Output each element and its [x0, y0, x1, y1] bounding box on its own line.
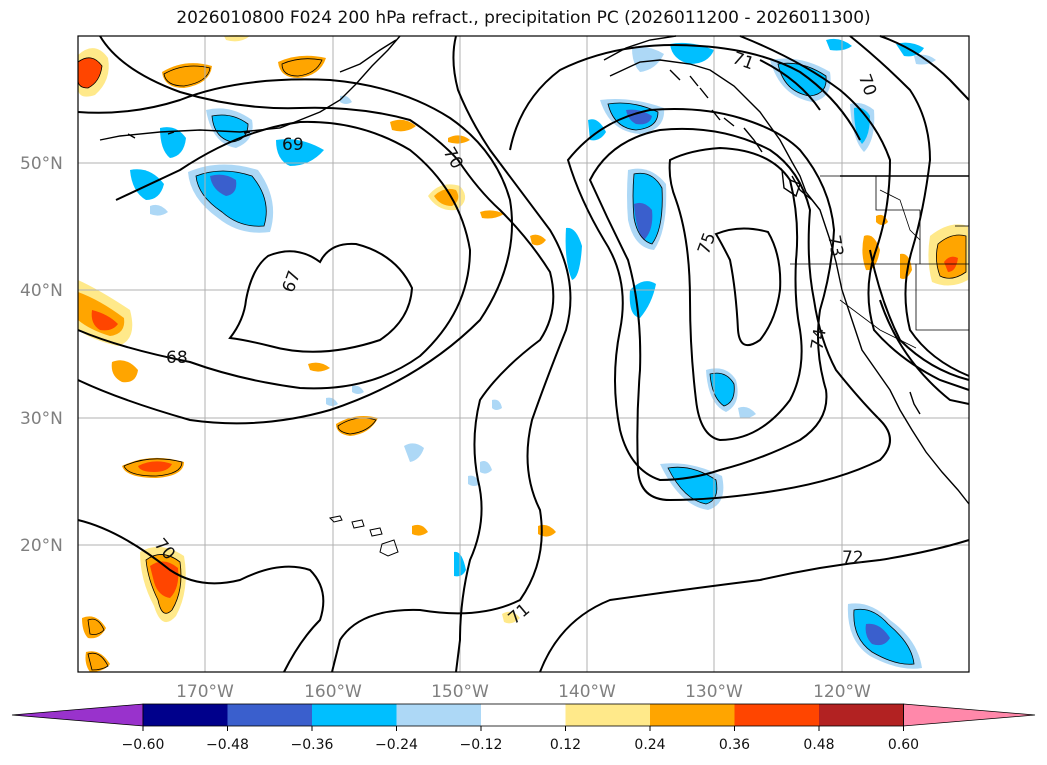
refractivity-contours [77, 35, 970, 673]
contour-label-72: 72 [842, 548, 864, 568]
colorbar-segment [650, 704, 735, 726]
colorbar-segment [143, 704, 228, 726]
precipitation-shading [78, 35, 968, 672]
contour-label-74: 74 [807, 327, 830, 352]
colorbar-segment [734, 704, 819, 726]
lat-label-40: 40°N [20, 281, 63, 301]
colorbar-tick-label: −0.24 [375, 737, 418, 753]
colorbar-tick-label: 0.48 [803, 737, 834, 753]
colorbar-tick-label: −0.36 [291, 737, 334, 753]
map-frame [77, 35, 970, 673]
colorbar-segment [819, 704, 904, 726]
lon-label-120w: 120°W [813, 682, 871, 702]
colorbar: −0.60 −0.48 −0.36 −0.24 −0.12 0.12 0.24 0.36 0.4… [11, 703, 1036, 753]
colorbar-tick-label: 0.36 [719, 737, 750, 753]
colorbar-tick-label: 0.60 [888, 737, 919, 753]
contour-label-68: 68 [166, 348, 188, 368]
lat-label-30: 30°N [20, 409, 63, 429]
colorbar-segment [481, 704, 566, 726]
colorbar-segment [227, 704, 312, 726]
lon-label-160w: 160°W [304, 682, 362, 702]
gridlines [78, 36, 969, 672]
colorbar-segment [312, 704, 397, 726]
colorbar-tick-label: 0.24 [634, 737, 665, 753]
colorbar-segment [565, 704, 650, 726]
colorbar-tick-label: −0.60 [122, 737, 165, 753]
borders [790, 175, 969, 349]
contour-label-73: 73 [823, 234, 846, 259]
contour-label-69: 69 [282, 135, 304, 155]
colorbar-extend-high [903, 703, 1036, 727]
coastlines [99, 35, 970, 505]
longitude-labels: 170°W 160°W 150°W 140°W 130°W 120°W [176, 682, 871, 702]
lat-label-50: 50°N [20, 154, 63, 174]
lon-label-140w: 140°W [558, 682, 616, 702]
lat-label-20: 20°N [20, 536, 63, 556]
colorbar-tick-label: 0.12 [550, 737, 581, 753]
colorbar-tick-label: −0.48 [206, 737, 249, 753]
hawaii-islands [328, 515, 399, 557]
latitude-labels: 50°N 40°N 30°N 20°N [20, 154, 63, 556]
colorbar-segment [396, 704, 481, 726]
lon-label-130w: 130°W [685, 682, 743, 702]
colorbar-extend-low [11, 703, 144, 727]
lon-label-170w: 170°W [176, 682, 234, 702]
colorbar-tick-label: −0.12 [460, 737, 503, 753]
map-title: 2026010800 F024 200 hPa refract., precip… [176, 8, 871, 28]
colorbar-frame [142, 703, 904, 727]
lon-label-150w: 150°W [431, 682, 489, 702]
